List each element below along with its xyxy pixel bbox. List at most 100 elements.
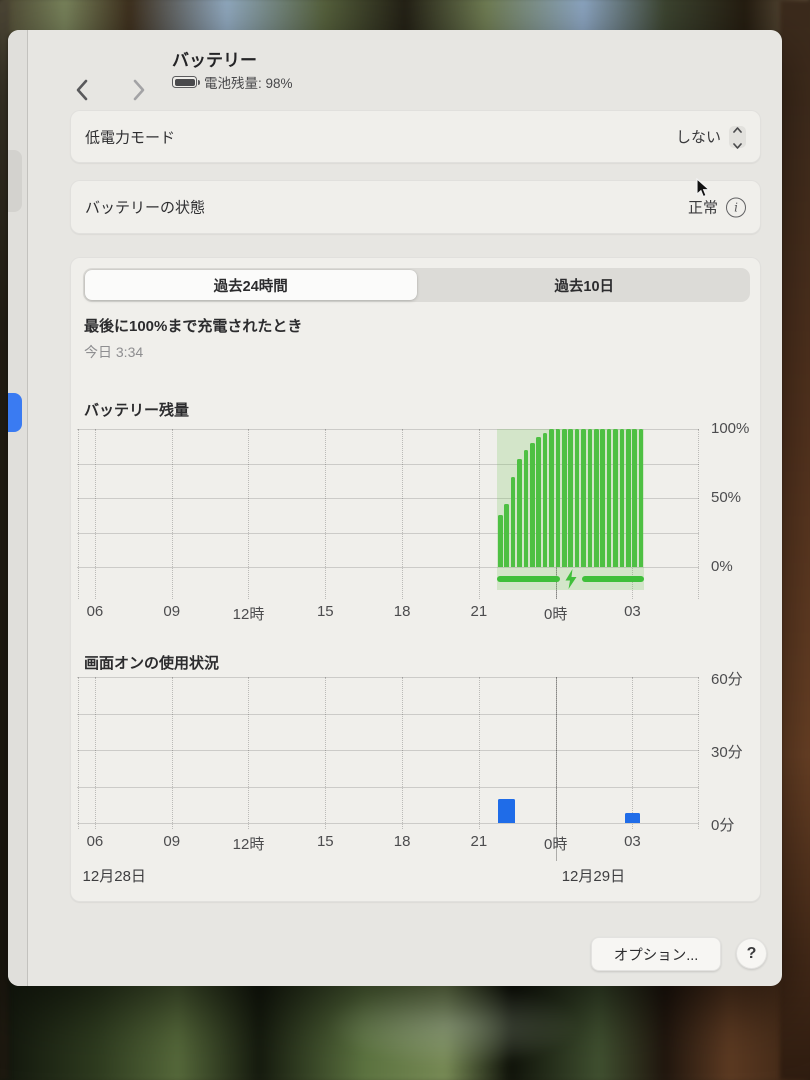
x-axis-tick-label: 15 (316, 603, 334, 620)
battery-health-row: バッテリーの状態 正常 i (70, 180, 761, 234)
y-axis-tick-label: 0分 (711, 817, 735, 834)
grid-vline (248, 429, 250, 599)
battery-bar (574, 429, 580, 567)
options-button[interactable]: オプション... (591, 937, 721, 971)
grid-vline (402, 677, 404, 829)
battery-bar (498, 514, 503, 567)
battery-bar (587, 429, 593, 567)
sidebar-edge (8, 30, 28, 986)
battery-bar (504, 503, 510, 567)
battery-health-value: 正常 (687, 199, 718, 217)
chevron-down-icon (733, 137, 742, 152)
x-axis-tick-label: 18 (393, 603, 411, 620)
battery-level-chart: 100% 50% 0% 06 09 12時 15 18 21 0時 03 (77, 420, 782, 629)
tab-last-24-hours[interactable]: 過去24時間 (85, 270, 417, 300)
grid-vline (478, 429, 480, 599)
battery-bar (530, 442, 535, 567)
date-label: 12月29日 (561, 868, 626, 885)
battery-bar (613, 429, 618, 567)
last-charged-value: 今日 3:34 (84, 344, 144, 360)
info-icon[interactable]: i (726, 197, 746, 217)
help-button[interactable]: ? (736, 938, 767, 969)
low-power-mode-popup[interactable] (729, 125, 746, 149)
battery-bar (542, 433, 548, 567)
grid-vline (171, 429, 173, 599)
grid-vline (77, 429, 79, 599)
low-power-mode-value: しない (675, 129, 721, 146)
back-button[interactable] (68, 76, 94, 106)
tab-last-10-days[interactable]: 過去10日 (419, 268, 751, 302)
last-charged-label: 最後に100%まで充電されたとき (84, 318, 303, 335)
x-axis-tick-label: 06 (86, 603, 104, 620)
grid-hline (77, 498, 699, 499)
battery-bar (510, 477, 516, 567)
grid-vline (77, 677, 79, 829)
grid-hline (77, 429, 699, 430)
screen-on-usage-chart: 60分 30分 0分 06 09 12時 15 18 21 0時 03 12月28日 12月29日 (77, 671, 782, 892)
grid-vline (248, 677, 250, 829)
wallpaper-forest-bottom (0, 975, 810, 1080)
battery-bar (600, 429, 606, 567)
x-axis-tick-label: 06 (86, 833, 104, 850)
x-axis-tick-label: 09 (163, 833, 181, 850)
grid-vline (325, 677, 327, 829)
battery-status-label: 電池残量: 98% (204, 76, 293, 91)
battery-bar (581, 429, 586, 567)
usage-bar (624, 813, 641, 823)
y-axis-tick-label: 60分 (711, 671, 743, 688)
x-axis-tick-label: 18 (393, 833, 411, 850)
charging-strip-right (582, 576, 644, 582)
battery-icon (172, 76, 200, 88)
sidebar-selected-item-partial[interactable] (8, 393, 22, 432)
battery-level-chart-title: バッテリー残量 (84, 402, 190, 419)
page-title: バッテリー (172, 51, 257, 70)
grid-hline (77, 567, 699, 568)
y-axis-tick-label: 100% (711, 420, 750, 437)
battery-health-label: バッテリーの状態 (85, 199, 206, 217)
battery-bar (536, 437, 542, 567)
mouse-cursor (695, 177, 711, 200)
x-axis-tick-label: 12時 (232, 606, 265, 623)
x-axis-tick-label: 21 (470, 833, 488, 850)
grid-vline (698, 429, 700, 599)
usage-bar (498, 798, 515, 823)
grid-hline (77, 786, 699, 788)
x-axis-tick-label: 03 (624, 833, 641, 850)
grid-hline (77, 713, 699, 715)
wallpaper-trunk-right (780, 0, 810, 1080)
grid-vline (632, 677, 634, 829)
y-axis-tick-label: 50% (711, 489, 742, 506)
low-power-mode-label: 低電力モード (85, 129, 176, 146)
grid-vline (94, 429, 96, 599)
battery-bar (594, 429, 599, 567)
charging-strip-left (496, 576, 560, 582)
forward-button[interactable] (126, 76, 152, 106)
chevron-left-icon (75, 79, 88, 104)
battery-bar (638, 429, 644, 567)
screen-on-usage-chart-title: 画面オンの使用状況 (84, 655, 220, 672)
battery-pane: バッテリー 電池残量: 98% 低電力モード しない バッテリーの状態 (36, 30, 782, 986)
x-axis-tick-label: 0時 (543, 836, 568, 853)
x-axis-tick-label: 09 (163, 603, 181, 620)
sidebar-item-partial[interactable] (8, 150, 22, 212)
x-axis-tick-label: 12時 (232, 836, 265, 853)
charging-bolt-icon (564, 569, 578, 594)
wallpaper-edge-left (0, 0, 9, 1080)
y-axis-tick-label: 30分 (711, 744, 743, 761)
grid-hline (77, 677, 699, 678)
grid-vline (478, 677, 480, 829)
grid-vline (555, 677, 557, 829)
midnight-divider-line (555, 677, 557, 861)
date-label: 12月28日 (82, 868, 146, 885)
grid-vline (698, 677, 700, 829)
settings-battery-window: バッテリー 電池残量: 98% 低電力モード しない バッテリーの状態 (8, 30, 782, 986)
grid-hline (77, 750, 699, 751)
grid-hline (77, 532, 699, 534)
grid-hline (77, 463, 699, 465)
chevron-right-icon (133, 79, 146, 104)
grid-hline (77, 823, 699, 824)
battery-bar (517, 459, 522, 567)
battery-bar (568, 429, 574, 567)
grid-vline (325, 429, 327, 599)
